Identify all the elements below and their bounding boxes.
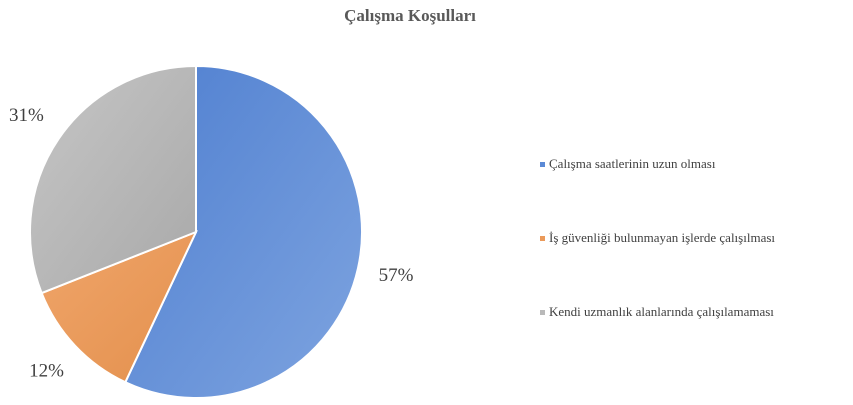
chart-title: Çalışma Koşulları bbox=[344, 6, 476, 25]
pie-slice bbox=[123, 64, 363, 399]
data-label: 57% bbox=[379, 265, 414, 286]
legend-label: Çalışma saatlerinin uzun olması bbox=[549, 156, 716, 171]
pie-slice bbox=[29, 64, 197, 295]
legend-marker bbox=[540, 162, 545, 167]
legend-label: Kendi uzmanlık alanlarında çalışılamamas… bbox=[549, 304, 774, 319]
pie-slice bbox=[40, 230, 198, 384]
data-label: 12% bbox=[29, 361, 64, 382]
legend-marker bbox=[540, 310, 545, 315]
legend-marker bbox=[540, 236, 545, 241]
data-label: 31% bbox=[9, 105, 44, 126]
legend-label: İş güvenliği bulunmayan işlerde çalışılm… bbox=[549, 230, 775, 245]
